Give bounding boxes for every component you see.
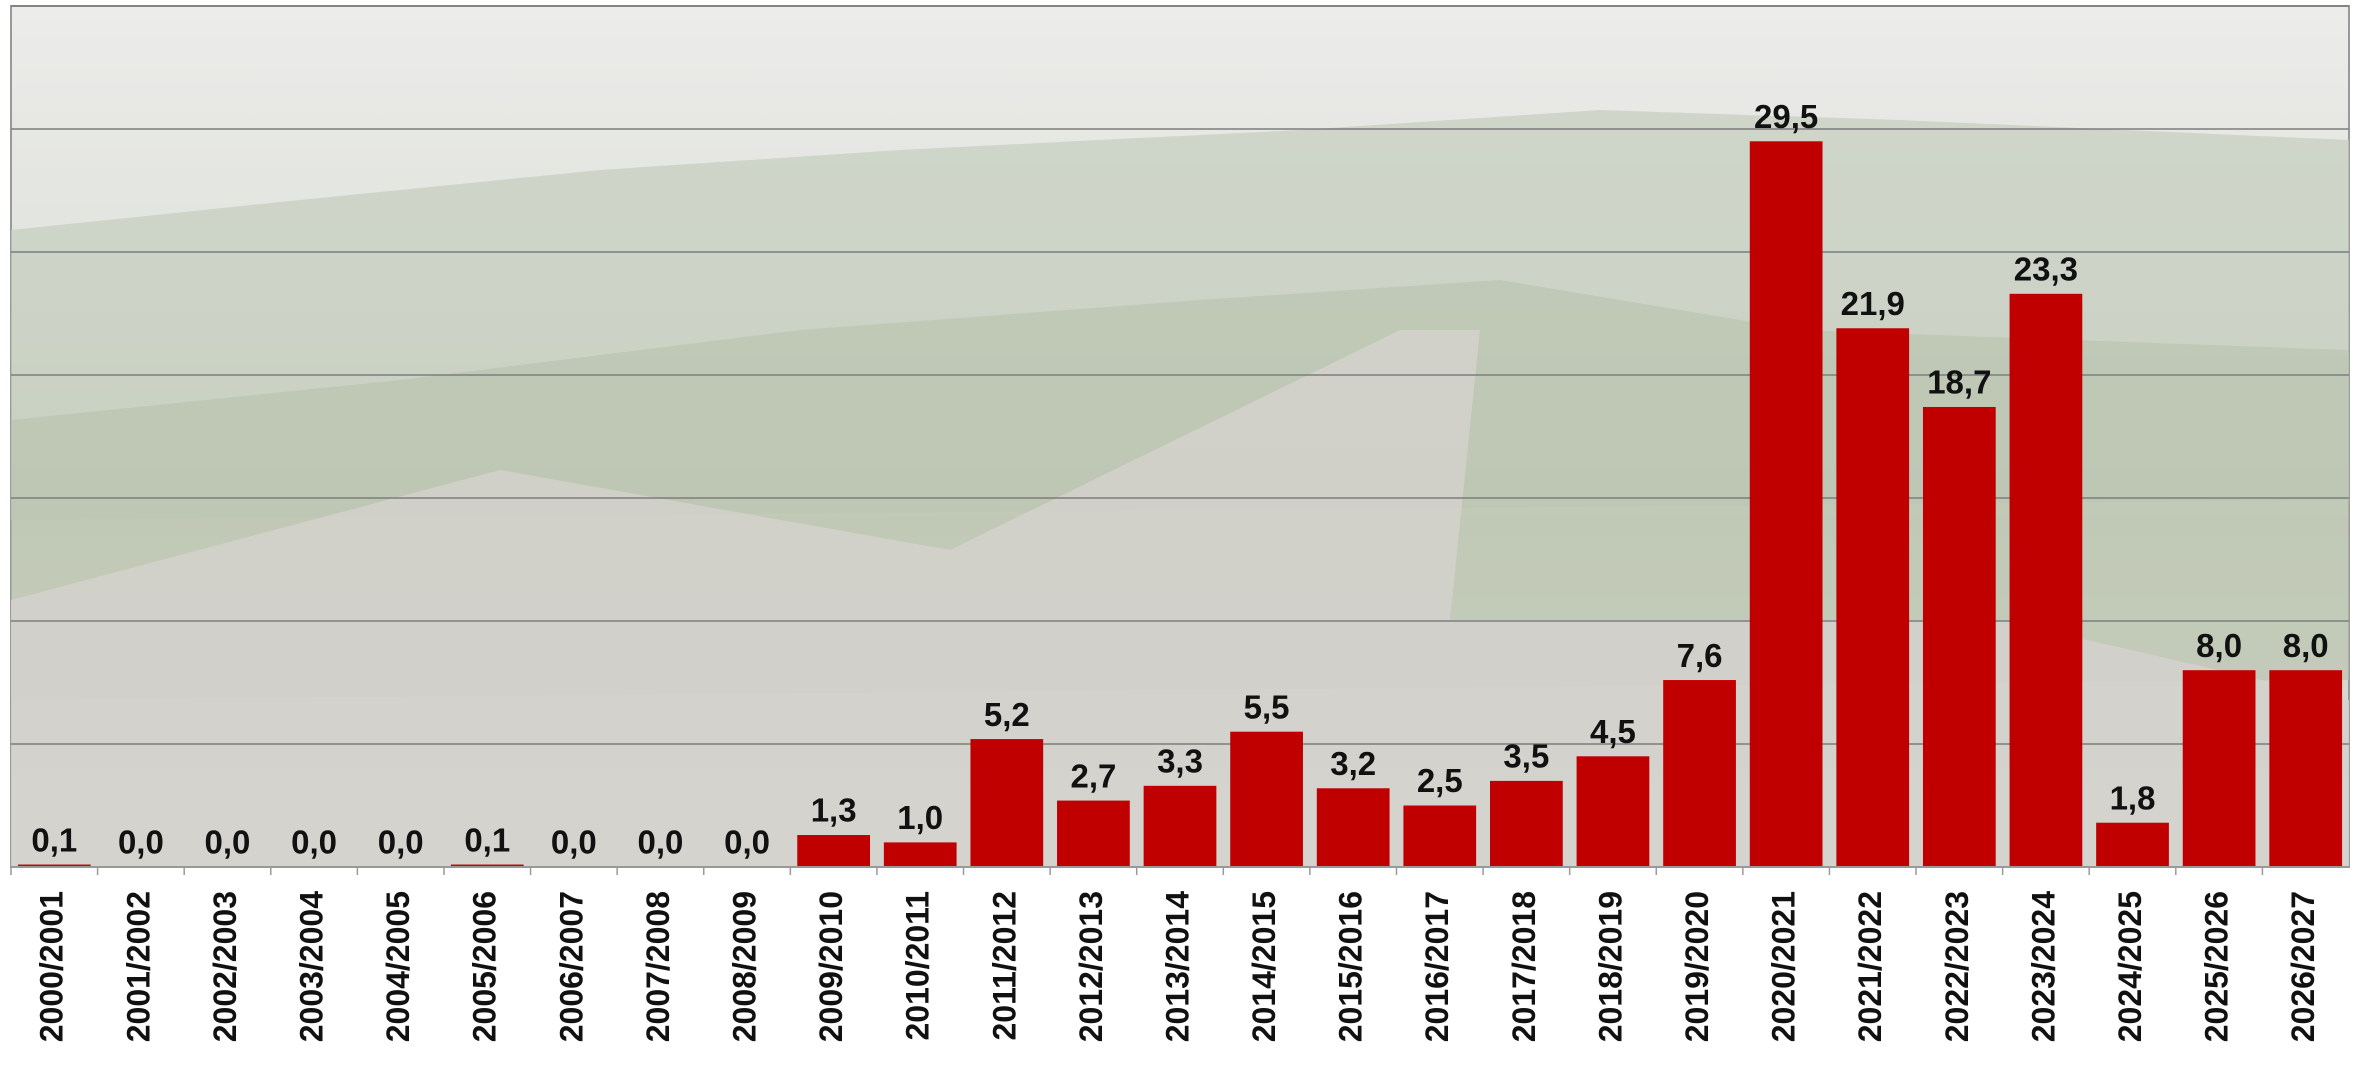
value-label: 0,0 <box>724 824 770 861</box>
bar <box>2269 670 2343 867</box>
x-tick-label: 2001/2002 <box>120 891 156 1042</box>
value-label: 7,6 <box>1677 637 1723 674</box>
value-label: 4,5 <box>1590 713 1636 750</box>
x-tick-label: 2015/2016 <box>1333 891 1369 1042</box>
x-tick-label: 2005/2006 <box>467 891 503 1042</box>
x-tick-label: 2009/2010 <box>813 891 849 1042</box>
x-tick-label: 2008/2009 <box>726 891 762 1042</box>
value-label: 5,2 <box>984 696 1030 733</box>
x-tick-label: 2000/2001 <box>34 891 70 1042</box>
x-tick-label: 2018/2019 <box>1592 891 1628 1042</box>
bar <box>1922 406 1996 867</box>
x-tick-label: 2024/2025 <box>2112 891 2148 1042</box>
bar <box>2009 293 2083 867</box>
x-tick-label: 2021/2022 <box>1852 891 1888 1042</box>
bar <box>1490 780 1563 867</box>
bar <box>1143 785 1217 867</box>
value-label: 2,5 <box>1417 762 1463 799</box>
value-label: 18,7 <box>1927 364 1991 401</box>
x-tick-label: 2020/2021 <box>1766 891 1802 1042</box>
bar <box>970 739 1044 867</box>
x-tick-label: 2010/2011 <box>900 891 936 1041</box>
value-label: 5,5 <box>1244 688 1290 725</box>
value-label: 1,0 <box>897 799 943 836</box>
x-tick-label: 2006/2007 <box>553 891 589 1042</box>
x-tick-label: 2016/2017 <box>1419 891 1455 1042</box>
x-tick-label: 2017/2018 <box>1506 891 1542 1042</box>
value-label: 21,9 <box>1841 285 1905 322</box>
x-tick-label: 2019/2020 <box>1679 891 1715 1042</box>
value-label: 8,0 <box>2283 627 2329 664</box>
x-tick-label: 2023/2024 <box>2025 891 2061 1042</box>
value-label: 23,3 <box>2014 251 2078 288</box>
bar <box>1230 731 1303 867</box>
x-tick-label: 2003/2004 <box>294 891 330 1042</box>
bar <box>1057 800 1130 867</box>
x-tick-label: 2025/2026 <box>2199 891 2235 1042</box>
bar <box>1316 788 1390 867</box>
x-tick-label: 2013/2014 <box>1159 891 1195 1042</box>
bar <box>1403 805 1477 867</box>
value-label: 2,7 <box>1070 757 1116 794</box>
value-label: 29,5 <box>1754 98 1818 135</box>
bar <box>450 864 524 867</box>
x-tick-label: 2012/2013 <box>1073 891 1109 1042</box>
x-tick-label: 2011/2012 <box>986 891 1022 1041</box>
value-label: 0,1 <box>464 821 510 858</box>
bar <box>1836 328 1910 867</box>
x-tick-label: 2014/2015 <box>1246 891 1282 1042</box>
bar <box>2182 670 2256 867</box>
bar <box>1663 680 1736 867</box>
value-label: 0,1 <box>31 821 77 858</box>
value-label: 0,0 <box>378 824 424 861</box>
bar <box>17 864 91 867</box>
bar <box>883 842 957 867</box>
x-tick-label: 2022/2023 <box>1939 891 1975 1042</box>
value-label: 8,0 <box>2196 627 2242 664</box>
x-tick-label: 2007/2008 <box>640 891 676 1042</box>
value-label: 1,8 <box>2110 779 2156 816</box>
x-tick-label: 2026/2027 <box>2285 891 2321 1042</box>
value-label: 0,0 <box>118 824 164 861</box>
bar <box>797 835 870 867</box>
value-label: 3,5 <box>1503 738 1549 775</box>
value-label: 3,3 <box>1157 743 1203 780</box>
bar <box>1576 756 1650 867</box>
value-label: 1,3 <box>811 792 857 829</box>
value-label: 0,0 <box>638 824 684 861</box>
value-label: 0,0 <box>205 824 251 861</box>
x-tick-label: 2004/2005 <box>380 891 416 1042</box>
bar <box>1749 141 1823 868</box>
value-label: 3,2 <box>1330 745 1376 782</box>
bar <box>2096 822 2169 867</box>
value-label: 0,0 <box>551 824 597 861</box>
x-tick-label: 2002/2003 <box>207 891 243 1042</box>
value-label: 0,0 <box>291 824 337 861</box>
